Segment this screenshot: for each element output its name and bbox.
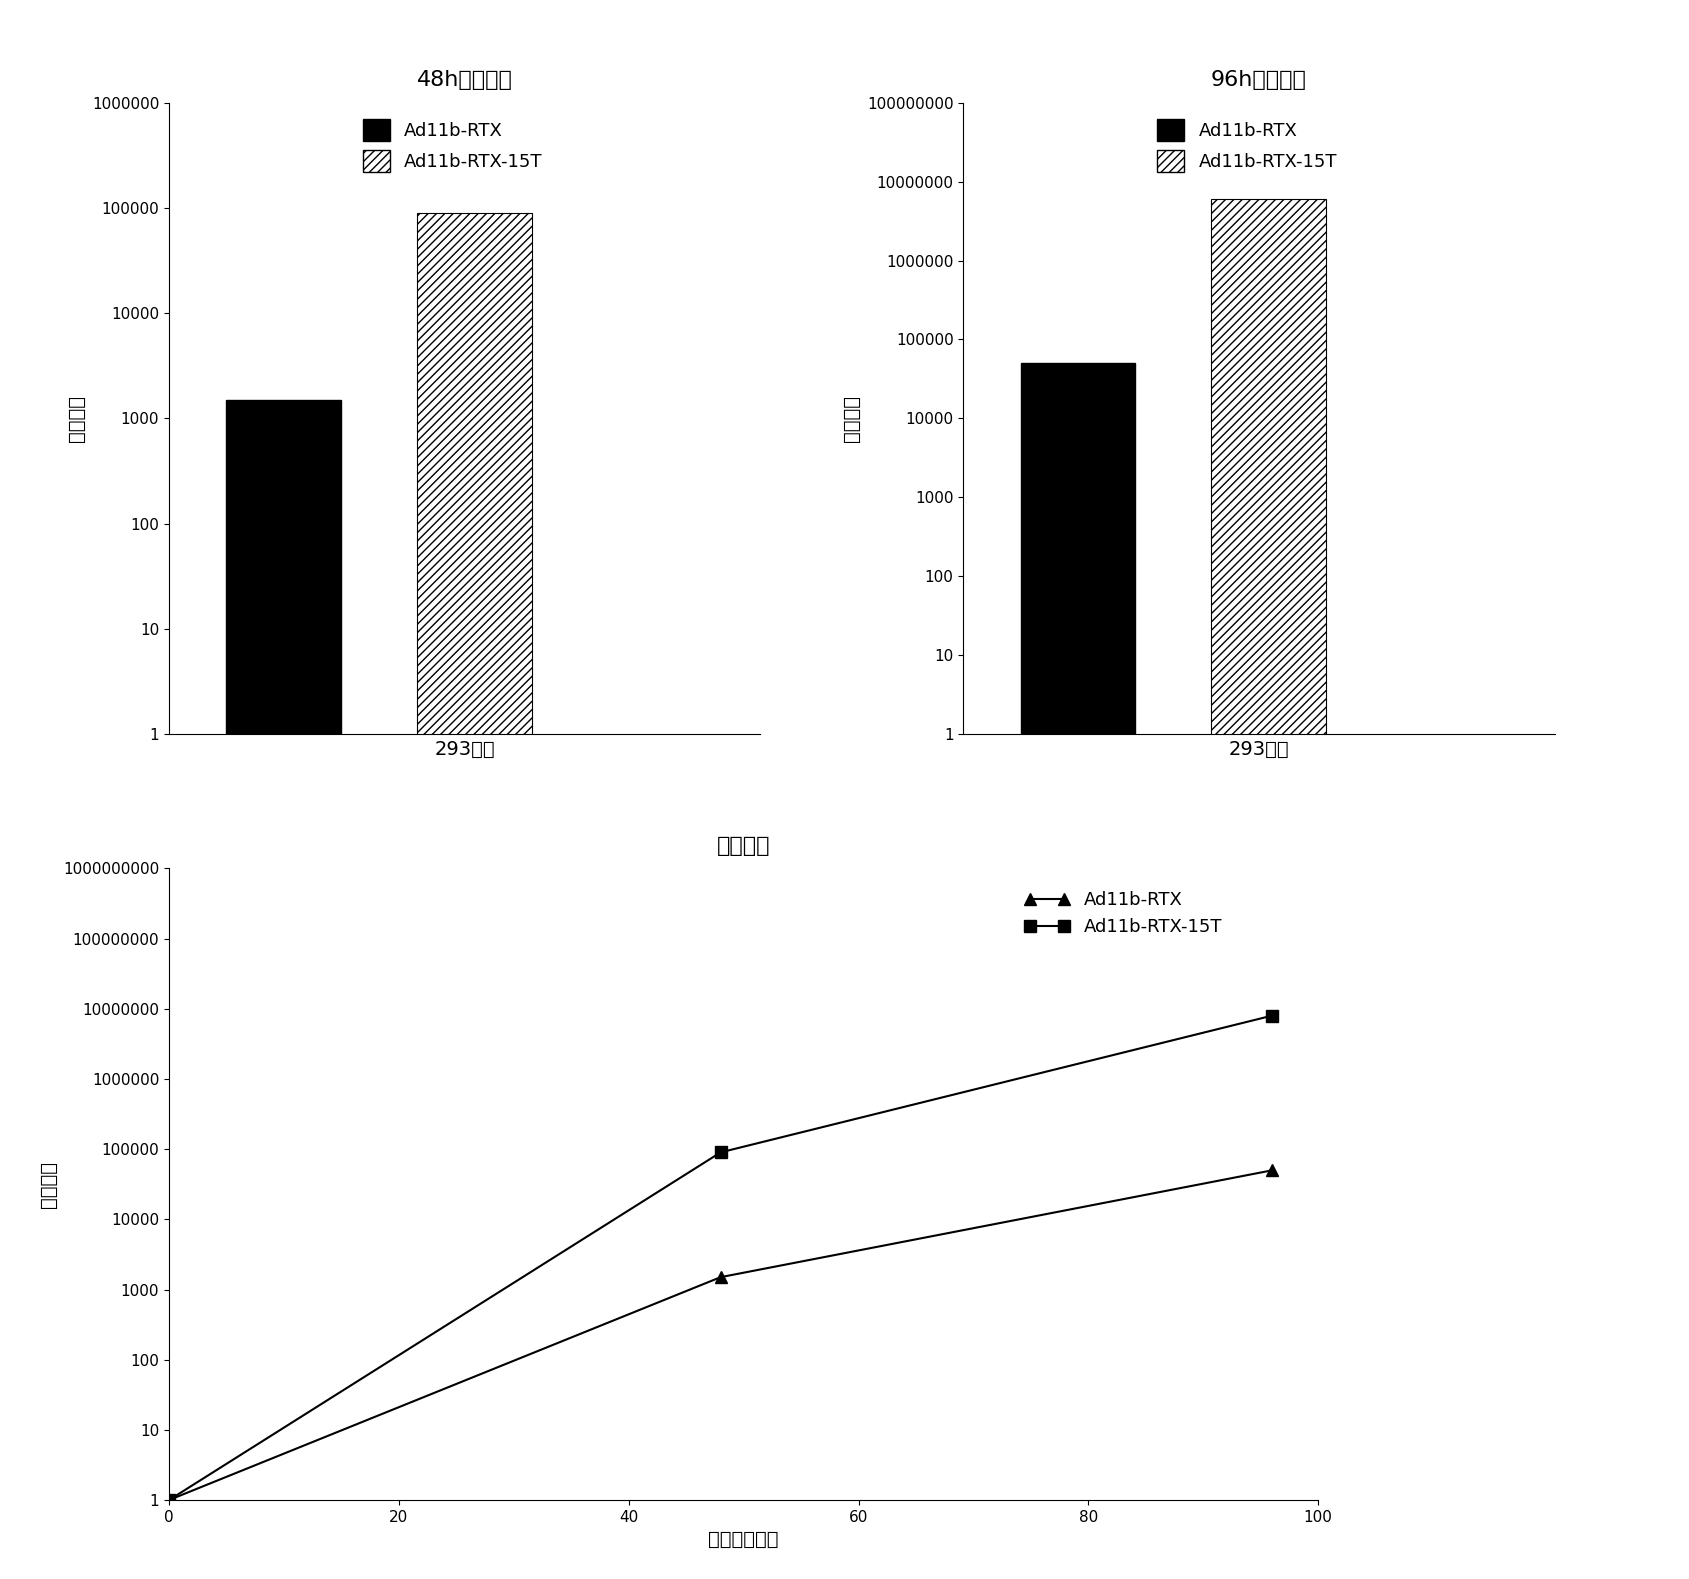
- Ad11b-RTX: [709, 1268, 730, 1287]
- Ad11b-RTX: [159, 1491, 179, 1510]
- Y-axis label: 增殖倍数: 增殖倍数: [68, 395, 86, 442]
- Bar: [1020, 363, 1135, 1579]
- X-axis label: 时间（小时）: 时间（小时）: [708, 1530, 779, 1549]
- Title: 48h增殖实验: 48h增殖实验: [417, 69, 512, 90]
- Ad11b-RTX-15T: [709, 1143, 730, 1162]
- Title: 96h增殖实验: 96h增殖实验: [1211, 69, 1306, 90]
- Y-axis label: 增殖倍数: 增殖倍数: [39, 1161, 57, 1208]
- Line: Ad11b-RTX-15T: Ad11b-RTX-15T: [162, 1009, 1277, 1506]
- X-axis label: 293细胞: 293细胞: [434, 741, 495, 759]
- Legend: Ad11b-RTX, Ad11b-RTX-15T: Ad11b-RTX, Ad11b-RTX-15T: [355, 112, 549, 178]
- Ad11b-RTX-15T: [1262, 1006, 1282, 1025]
- Title: 增殖实验: 增殖实验: [716, 835, 770, 856]
- Bar: [1211, 199, 1326, 1579]
- Ad11b-RTX-15T: [159, 1491, 179, 1510]
- Y-axis label: 增殖倍数: 增殖倍数: [841, 395, 861, 442]
- Bar: [417, 213, 532, 1579]
- Legend: Ad11b-RTX, Ad11b-RTX-15T: Ad11b-RTX, Ad11b-RTX-15T: [1149, 112, 1343, 178]
- X-axis label: 293细胞: 293细胞: [1228, 741, 1289, 759]
- Line: Ad11b-RTX: Ad11b-RTX: [162, 1164, 1277, 1506]
- Bar: [226, 399, 341, 1579]
- Legend: Ad11b-RTX, Ad11b-RTX-15T: Ad11b-RTX, Ad11b-RTX-15T: [1017, 884, 1228, 943]
- Ad11b-RTX: [1262, 1161, 1282, 1180]
